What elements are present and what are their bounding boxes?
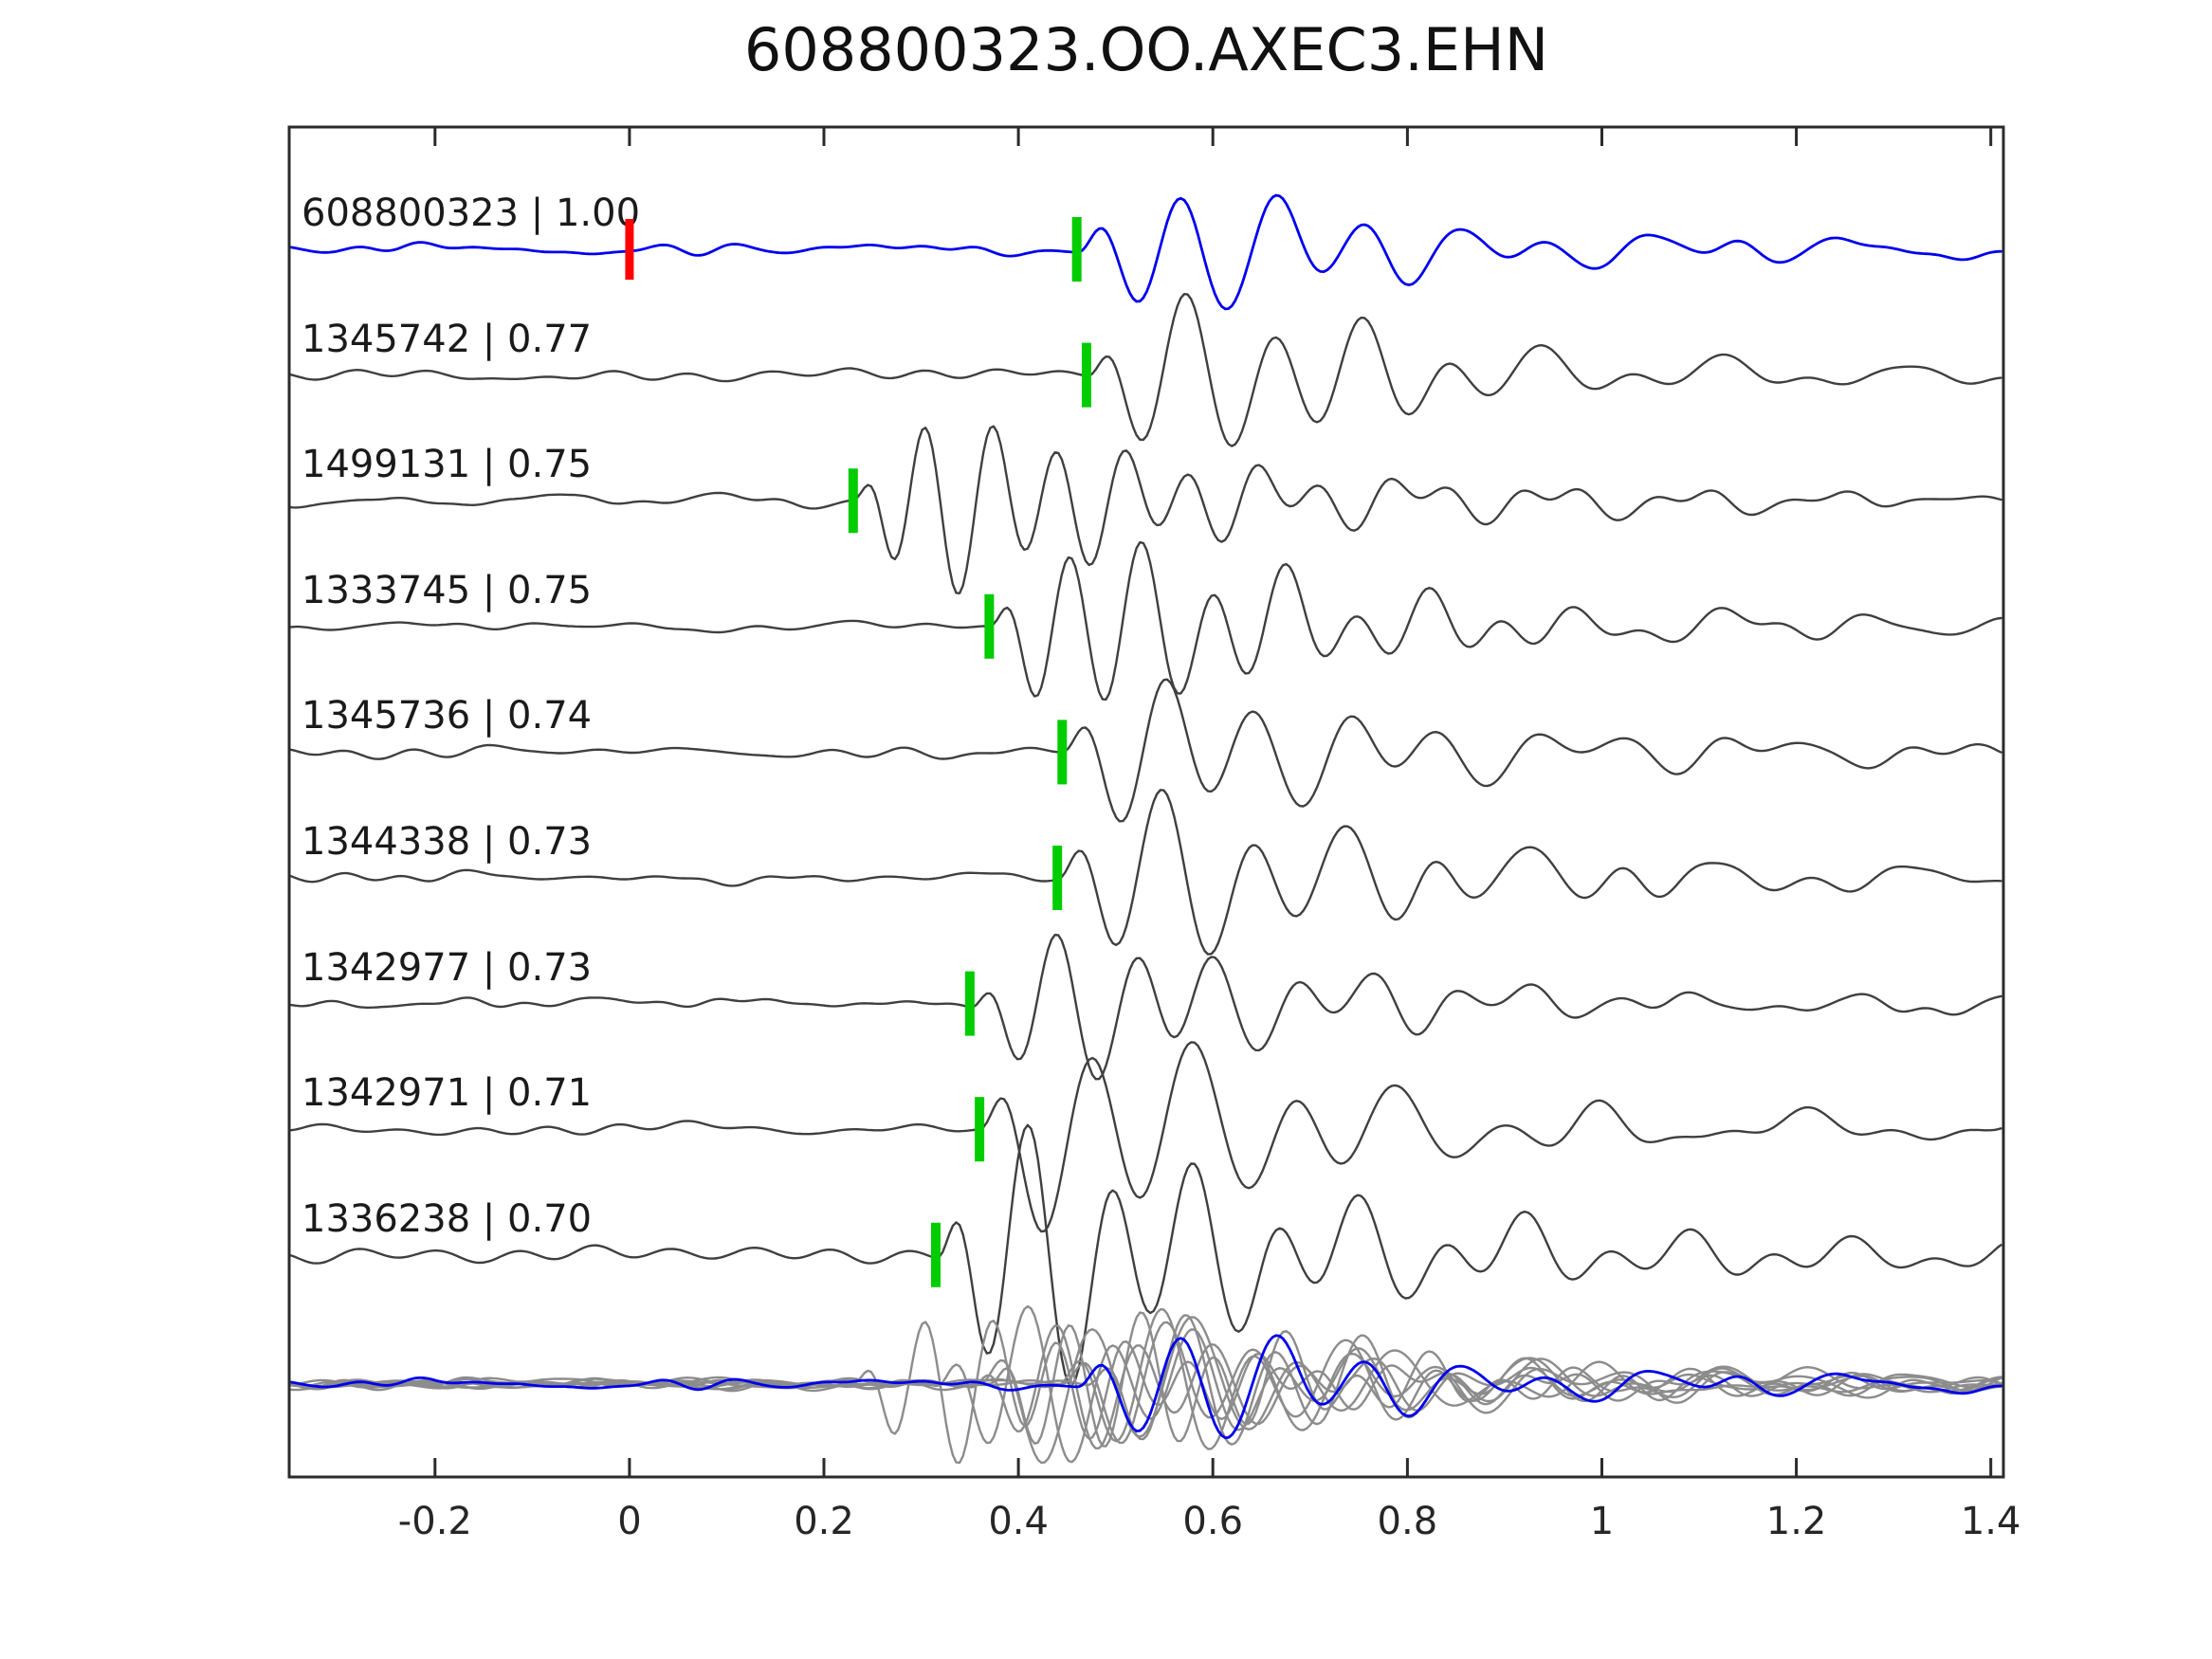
trace-label-1342971: 1342971 | 0.71: [302, 1071, 593, 1116]
trace-line-1333745: [289, 540, 2002, 702]
x-tick-label-0.8: 0.8: [1377, 1500, 1438, 1543]
trace-label-1345736: 1345736 | 0.74: [302, 694, 593, 738]
overlay-trace-1499131: [289, 1320, 2002, 1465]
trace-line-1345736: [289, 678, 2002, 823]
trace-line-1499131: [289, 425, 2002, 594]
trace-line-1342977: [289, 934, 2002, 1081]
trace-label-1336238: 1336238 | 0.70: [302, 1196, 593, 1241]
pick-marker-1342971: [975, 1097, 985, 1162]
trace-line-1344338: [289, 789, 2002, 956]
x-tick-label-0.6: 0.6: [1182, 1500, 1244, 1543]
origin-marker: [625, 219, 634, 280]
x-tick-label-0.2: 0.2: [794, 1500, 854, 1543]
trace-label-608800323: 608800323 | 1.00: [302, 191, 641, 235]
trace-label-1499131: 1499131 | 0.75: [302, 443, 593, 487]
trace-layer: [289, 193, 2002, 1465]
pick-marker-1345742: [1081, 342, 1091, 408]
pick-marker-1333745: [984, 593, 995, 659]
trace-label-1342977: 1342977 | 0.73: [302, 945, 593, 990]
pick-marker-1499131: [848, 468, 858, 534]
x-tick-label-1.2: 1.2: [1765, 1500, 1827, 1543]
figure-title: 608800323.OO.AXEC3.EHN: [743, 15, 1549, 84]
overlay-trace-reference: [289, 1334, 2002, 1439]
x-tick-label-1: 1: [1589, 1500, 1615, 1543]
trace-label-1333745: 1333745 | 0.75: [302, 568, 593, 612]
x-tick-label-0.4: 0.4: [988, 1500, 1049, 1543]
pick-marker-1336238: [930, 1222, 941, 1287]
trace-line-1336238: [289, 1123, 2002, 1387]
trace-line-1342971: [289, 1041, 2002, 1233]
trace-line-1345742: [289, 293, 2002, 447]
trace-label-1345742: 1345742 | 0.77: [302, 317, 593, 361]
pick-marker-608800323: [1071, 217, 1082, 282]
x-tick-label-1.4: 1.4: [1960, 1500, 2021, 1543]
trace-label-1344338: 1344338 | 0.73: [302, 820, 593, 864]
pick-marker-1345736: [1057, 720, 1068, 785]
x-tick-label-0: 0: [617, 1500, 642, 1543]
pick-marker-1344338: [1052, 846, 1063, 910]
pick-marker-1342977: [964, 971, 975, 1036]
x-tick-label--0.2: -0.2: [397, 1500, 472, 1543]
trace-line-608800323: [289, 193, 2002, 311]
axes-spines: [287, 125, 2005, 1479]
